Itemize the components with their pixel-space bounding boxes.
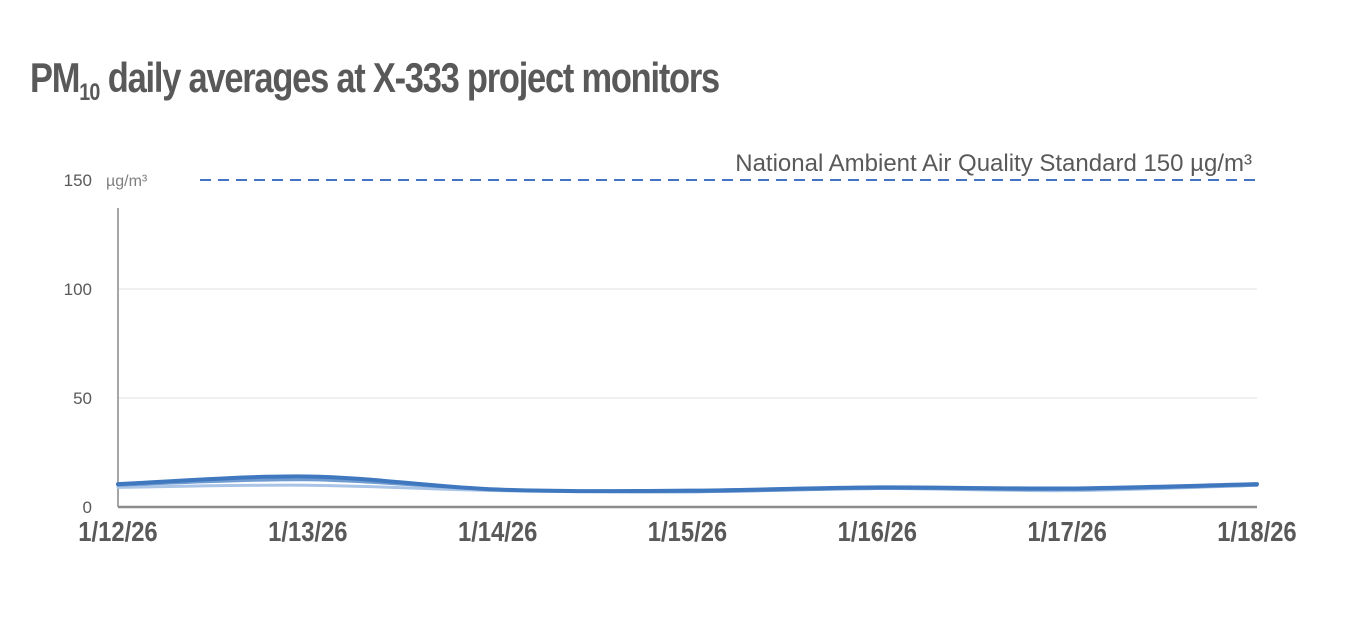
y-tick-label: 50: [73, 389, 92, 408]
chart-title: PM10 daily averages at X-333 project mon…: [30, 54, 720, 107]
y-tick-label: 150: [64, 171, 92, 190]
title-prefix: PM: [30, 54, 80, 101]
x-tick-label: 1/16/26: [838, 515, 917, 547]
data-series: [116, 474, 1259, 494]
x-tick-label: 1/17/26: [1027, 515, 1106, 547]
series-line: [116, 474, 1259, 494]
y-tick-label: 100: [64, 280, 92, 299]
title-subscript: 10: [79, 79, 100, 106]
x-tick-label: 1/15/26: [648, 515, 727, 547]
y-axis-ticks: 0 50 100 150: [64, 171, 92, 517]
gridlines: [118, 288, 1257, 399]
x-tick-label: 1/13/26: [268, 515, 347, 547]
x-tick-label: 1/18/26: [1217, 515, 1296, 547]
title-suffix: daily averages at X-333 project monitors: [99, 54, 720, 101]
y-tick-label: 0: [83, 498, 92, 517]
x-axis-ticks: 1/12/26 1/13/26 1/14/26 1/15/26 1/16/26 1/17/…: [78, 515, 1296, 547]
standard-label: National Ambient Air Quality Standard 15…: [735, 150, 1252, 177]
x-tick-label: 1/12/26: [78, 515, 157, 547]
y-unit-label: µg/m³: [106, 173, 148, 190]
x-tick-label: 1/14/26: [458, 515, 537, 547]
